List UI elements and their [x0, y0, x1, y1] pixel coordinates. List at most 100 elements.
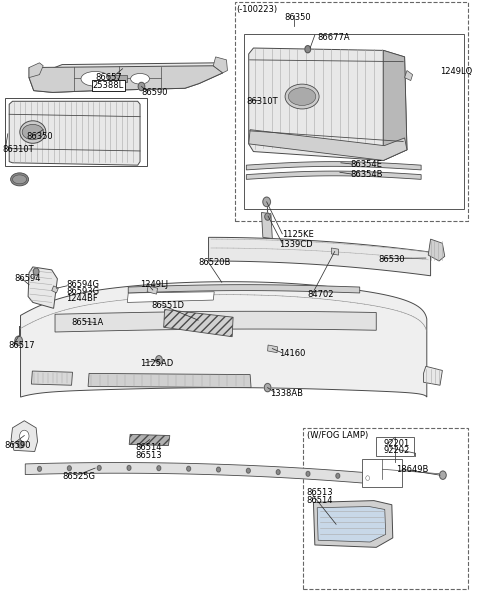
Circle shape — [33, 268, 39, 275]
Text: 86310T: 86310T — [2, 145, 34, 154]
Text: 86520B: 86520B — [198, 258, 230, 267]
Bar — [303, 428, 468, 589]
Text: 92201: 92201 — [384, 439, 409, 448]
Bar — [362, 458, 402, 487]
Polygon shape — [313, 500, 393, 547]
Polygon shape — [129, 434, 170, 445]
Polygon shape — [428, 239, 445, 261]
Circle shape — [276, 470, 280, 474]
Bar — [5, 98, 147, 167]
Text: 14160: 14160 — [279, 349, 306, 358]
Text: 86590: 86590 — [142, 88, 168, 97]
Circle shape — [68, 466, 71, 471]
Polygon shape — [31, 371, 72, 385]
Ellipse shape — [81, 71, 109, 86]
Circle shape — [97, 466, 101, 470]
Polygon shape — [108, 75, 127, 82]
Polygon shape — [213, 57, 228, 73]
Polygon shape — [262, 212, 272, 238]
Polygon shape — [11, 421, 37, 451]
Polygon shape — [331, 248, 338, 255]
Polygon shape — [29, 63, 43, 78]
Text: 84702: 84702 — [308, 290, 334, 299]
Circle shape — [20, 430, 29, 442]
Polygon shape — [249, 48, 407, 161]
Polygon shape — [405, 71, 413, 81]
Circle shape — [246, 468, 250, 473]
Text: 86525G: 86525G — [62, 472, 95, 481]
Text: 1249LQ: 1249LQ — [440, 67, 472, 76]
Polygon shape — [164, 310, 233, 337]
Circle shape — [440, 471, 446, 479]
Polygon shape — [246, 162, 421, 170]
Text: 86530: 86530 — [379, 256, 405, 264]
Polygon shape — [88, 374, 251, 388]
Polygon shape — [127, 292, 214, 302]
Text: 86354B: 86354B — [350, 170, 383, 179]
Circle shape — [264, 384, 271, 392]
Text: (-100223): (-100223) — [236, 5, 277, 14]
Text: 18649B: 18649B — [396, 465, 429, 474]
Text: 86517: 86517 — [8, 340, 35, 349]
Polygon shape — [128, 285, 360, 293]
Text: 86514: 86514 — [135, 444, 162, 452]
Bar — [244, 34, 464, 209]
Ellipse shape — [12, 175, 27, 184]
Text: (W/FOG LAMP): (W/FOG LAMP) — [307, 431, 368, 441]
Text: 86514: 86514 — [307, 496, 333, 505]
Circle shape — [187, 466, 191, 471]
Polygon shape — [9, 101, 140, 165]
Circle shape — [15, 336, 23, 346]
Circle shape — [157, 466, 161, 470]
Text: 1244BF: 1244BF — [66, 294, 97, 304]
Text: 86593G: 86593G — [66, 287, 99, 296]
Text: 86513: 86513 — [307, 489, 334, 498]
Text: 86513: 86513 — [135, 451, 162, 460]
Polygon shape — [21, 282, 427, 397]
Text: 25388L: 25388L — [93, 81, 124, 90]
Ellipse shape — [11, 173, 29, 186]
Polygon shape — [249, 130, 407, 161]
Text: 1249LJ: 1249LJ — [141, 280, 168, 289]
Text: 92202: 92202 — [384, 446, 409, 455]
Circle shape — [336, 473, 340, 478]
Polygon shape — [246, 171, 421, 179]
Text: 86657: 86657 — [95, 72, 122, 81]
Circle shape — [138, 82, 145, 91]
Bar — [376, 437, 414, 456]
Ellipse shape — [131, 74, 149, 84]
Circle shape — [305, 46, 311, 53]
Circle shape — [18, 441, 24, 448]
Bar — [235, 2, 468, 221]
Text: 1125AD: 1125AD — [141, 359, 174, 368]
Polygon shape — [29, 66, 223, 93]
Circle shape — [156, 356, 162, 364]
Polygon shape — [147, 286, 157, 294]
Polygon shape — [317, 506, 386, 542]
Circle shape — [37, 467, 41, 471]
Text: 86594G: 86594G — [66, 280, 99, 289]
Ellipse shape — [22, 125, 44, 140]
Text: 86590: 86590 — [4, 441, 31, 450]
Text: 1339CD: 1339CD — [279, 240, 313, 249]
Text: 86354E: 86354E — [350, 160, 382, 169]
Circle shape — [216, 467, 220, 472]
Text: 1125KE: 1125KE — [282, 231, 313, 240]
Ellipse shape — [288, 88, 316, 106]
Circle shape — [265, 213, 270, 220]
Ellipse shape — [285, 84, 319, 109]
Circle shape — [306, 471, 310, 476]
Polygon shape — [29, 63, 223, 93]
Circle shape — [366, 476, 370, 480]
Text: 86677A: 86677A — [317, 33, 350, 42]
Text: 86350: 86350 — [27, 132, 53, 141]
Text: 86350: 86350 — [284, 12, 311, 21]
Text: 86511A: 86511A — [72, 318, 104, 327]
Text: 86310T: 86310T — [246, 97, 278, 106]
Polygon shape — [268, 345, 277, 353]
Polygon shape — [52, 286, 59, 293]
Circle shape — [263, 197, 270, 206]
Ellipse shape — [20, 121, 46, 144]
Polygon shape — [55, 311, 376, 332]
Polygon shape — [384, 50, 407, 161]
